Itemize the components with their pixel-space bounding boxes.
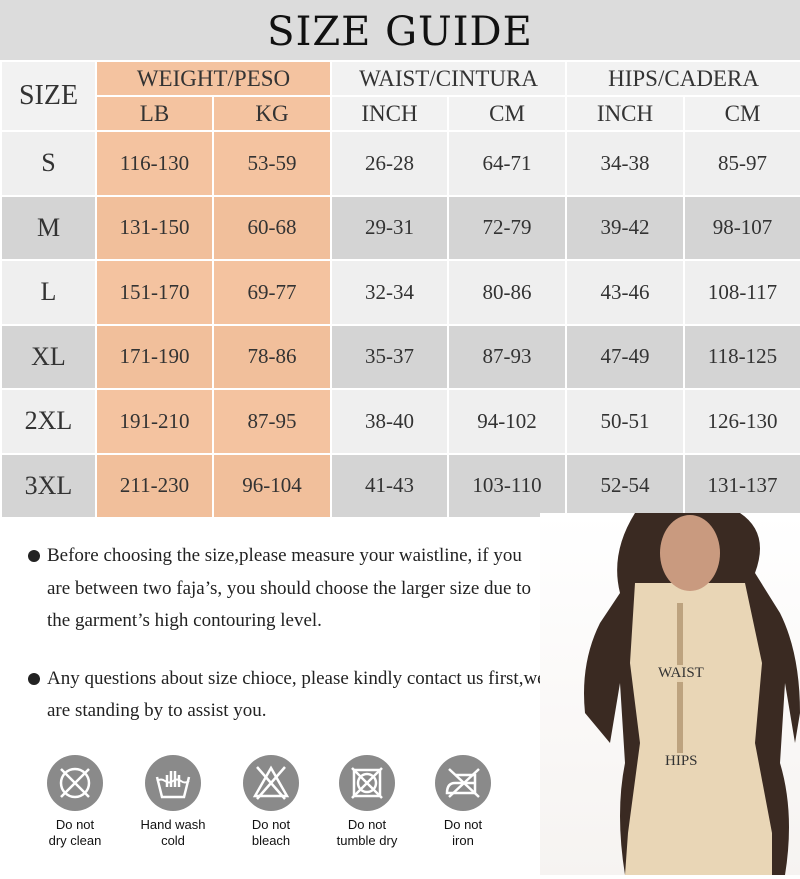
waist-cm-cell: 80-86 xyxy=(447,259,568,326)
hips-cm-header: CM xyxy=(683,95,800,132)
kg-cell: 69-77 xyxy=(211,259,333,326)
waist-cm-cell: 72-79 xyxy=(447,194,568,261)
waist-header: WAIST/CINTURA xyxy=(330,60,568,97)
waist-cm-cell: 64-71 xyxy=(447,130,568,197)
table-row: M 131-150 60-68 29-31 72-79 39-42 98-107 xyxy=(0,194,800,261)
waist-inch-cell: 29-31 xyxy=(330,194,450,261)
weight-header: WEIGHT/PESO xyxy=(94,60,333,97)
waist-inch-header: INCH xyxy=(330,95,450,132)
bullet-icon xyxy=(28,672,40,685)
table-row: 2XL 191-210 87-95 38-40 94-102 50-51 126-130 xyxy=(0,388,800,455)
no-bleach-icon xyxy=(243,755,299,811)
no-tumble-dry-icon xyxy=(339,755,395,811)
size-header: SIZE xyxy=(0,60,97,132)
hips-cm-cell: 131-137 xyxy=(683,452,800,519)
hips-inch-header: INCH xyxy=(565,95,686,132)
page-title: SIZE GUIDE xyxy=(0,0,800,60)
hips-cm-cell: 118-125 xyxy=(683,323,800,390)
lb-header: LB xyxy=(95,95,214,132)
hips-inch-cell: 52-54 xyxy=(565,452,686,519)
hips-inch-cell: 50-51 xyxy=(565,388,686,455)
hips-inch-cell: 47-49 xyxy=(565,323,686,390)
hips-header: HIPS/CADERA xyxy=(565,60,800,97)
waist-inch-cell: 38-40 xyxy=(330,388,450,455)
lb-cell: 171-190 xyxy=(95,323,214,390)
waist-cm-cell: 94-102 xyxy=(447,388,568,455)
lb-cell: 151-170 xyxy=(95,259,214,326)
no-iron-icon xyxy=(435,755,491,811)
lb-cell: 191-210 xyxy=(95,388,214,455)
no-dry-clean-icon xyxy=(47,755,103,811)
lb-cell: 116-130 xyxy=(95,130,214,197)
kg-cell: 60-68 xyxy=(211,194,333,261)
model-photo: WAIST HIPS xyxy=(540,513,800,875)
hips-cm-cell: 98-107 xyxy=(683,194,800,261)
size-cell: S xyxy=(0,130,97,197)
kg-cell: 96-104 xyxy=(211,452,333,519)
table-row: XL 171-190 78-86 35-37 87-93 47-49 118-125 xyxy=(0,323,800,390)
hips-cm-cell: 126-130 xyxy=(683,388,800,455)
waist-cm-cell: 87-93 xyxy=(447,323,568,390)
waist-cm-header: CM xyxy=(447,95,568,132)
waist-inch-cell: 35-37 xyxy=(330,323,450,390)
kg-cell: 53-59 xyxy=(211,130,333,197)
size-cell: 3XL xyxy=(0,452,97,519)
table-row: 3XL 211-230 96-104 41-43 103-110 52-54 131-137 xyxy=(0,452,800,519)
care-item: Do not dry clean xyxy=(30,755,120,849)
kg-cell: 78-86 xyxy=(211,323,333,390)
lb-cell: 211-230 xyxy=(95,452,214,519)
hips-inch-cell: 34-38 xyxy=(565,130,686,197)
waist-inch-cell: 41-43 xyxy=(330,452,450,519)
care-item: Hand wash cold xyxy=(128,755,218,849)
waist-inch-cell: 26-28 xyxy=(330,130,450,197)
note-contact: Any questions about size chioce, please … xyxy=(28,663,548,728)
note-measure: Before choosing the size,please measure … xyxy=(28,540,548,638)
size-cell: M xyxy=(0,194,97,261)
care-item: Do not iron xyxy=(418,755,508,849)
care-item: Do not tumble dry xyxy=(322,755,412,849)
size-cell: XL xyxy=(0,323,97,390)
care-item: Do not bleach xyxy=(226,755,316,849)
size-table: SIZE WEIGHT/PESO WAIST/CINTURA HIPS/CADE… xyxy=(0,60,800,519)
notes: Before choosing the size,please measure … xyxy=(28,540,548,753)
hips-cm-cell: 108-117 xyxy=(683,259,800,326)
waist-label: WAIST xyxy=(655,665,707,682)
hips-inch-cell: 43-46 xyxy=(565,259,686,326)
table-row: S 116-130 53-59 26-28 64-71 34-38 85-97 xyxy=(0,130,800,197)
hips-label: HIPS xyxy=(662,753,701,770)
hips-inch-cell: 39-42 xyxy=(565,194,686,261)
size-cell: 2XL xyxy=(0,388,97,455)
bullet-icon xyxy=(28,550,40,562)
size-cell: L xyxy=(0,259,97,326)
kg-header: KG xyxy=(211,95,333,132)
waist-inch-cell: 32-34 xyxy=(330,259,450,326)
lb-cell: 131-150 xyxy=(95,194,214,261)
hand-wash-icon xyxy=(145,755,201,811)
hips-cm-cell: 85-97 xyxy=(683,130,800,197)
waist-cm-cell: 103-110 xyxy=(447,452,568,519)
kg-cell: 87-95 xyxy=(211,388,333,455)
table-row: L 151-170 69-77 32-34 80-86 43-46 108-117 xyxy=(0,259,800,326)
